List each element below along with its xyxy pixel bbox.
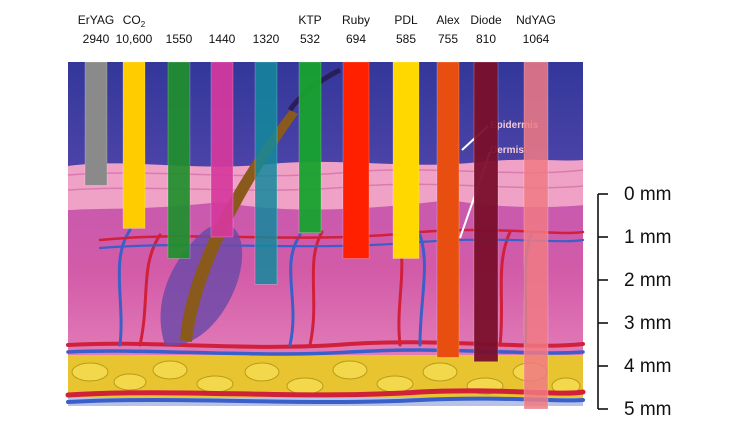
laser-name-ndyag: NdYAG xyxy=(516,13,556,27)
laser-bar-co xyxy=(122,61,146,229)
laser-wavelength-2940: 2940 xyxy=(83,32,110,46)
laser-wavelength-585: 585 xyxy=(396,32,416,46)
laser-bar-1440 xyxy=(210,61,234,238)
hair-shaft xyxy=(180,110,298,342)
fat-cells xyxy=(71,360,581,395)
dermis-label: Dermis xyxy=(490,145,524,156)
laser-bar-ktp xyxy=(298,61,322,233)
laser-wavelength-1440: 1440 xyxy=(209,32,236,46)
depth-scale: 0 mm 1 mm 2 mm 3 mm 4 mm 5 mm xyxy=(597,184,672,420)
laser-name-diode: Diode xyxy=(470,13,502,27)
laser-wavelength-810: 810 xyxy=(476,32,496,46)
laser-bars xyxy=(84,61,549,410)
laser-name-co: CO2 xyxy=(123,13,146,29)
depth-label-1: 1 mm xyxy=(624,227,672,248)
laser-bar-eryag xyxy=(84,61,108,186)
laser-wavelength-10,600: 10,600 xyxy=(116,32,153,46)
laser-wavelength-532: 532 xyxy=(300,32,320,46)
laser-bar-pdl xyxy=(392,61,420,259)
laser-name-alex: Alex xyxy=(436,13,459,27)
laser-bar-ruby xyxy=(342,61,370,259)
depth-label-4: 4 mm xyxy=(624,356,672,377)
laser-name-eryag: ErYAG xyxy=(78,13,114,27)
epidermis-label: Epidermis xyxy=(490,120,539,131)
depth-label-2: 2 mm xyxy=(624,270,672,291)
depth-label-3: 3 mm xyxy=(624,313,672,334)
laser-labels: ErYAG 2940 CO2 10,600 1550 1440 1320 KTP 532 Ruby… xyxy=(78,13,556,46)
laser-wavelength-1064: 1064 xyxy=(523,32,550,46)
laser-bar-1320 xyxy=(254,61,278,285)
laser-bar-ndyag xyxy=(523,61,549,410)
laser-name-pdl: PDL xyxy=(394,13,418,27)
laser-wavelength-1320: 1320 xyxy=(253,32,280,46)
laser-wavelength-1550: 1550 xyxy=(166,32,193,46)
depth-label-0: 0 mm xyxy=(624,184,672,205)
laser-wavelength-755: 755 xyxy=(438,32,458,46)
depth-label-5: 5 mm xyxy=(624,399,672,420)
laser-wavelength-694: 694 xyxy=(346,32,366,46)
laser-name-ruby: Ruby xyxy=(342,13,370,27)
laser-bar-alex xyxy=(436,61,460,358)
laser-bar-1550 xyxy=(167,61,191,259)
laser-bar-diode xyxy=(473,61,499,363)
laser-name-ktp: KTP xyxy=(298,13,321,27)
